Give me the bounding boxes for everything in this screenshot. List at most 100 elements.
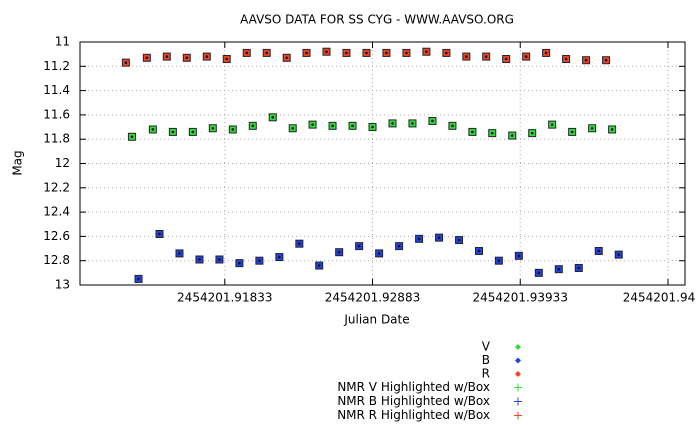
y-tick-label: 11 (55, 35, 70, 49)
point-dot (411, 122, 414, 125)
data-point (275, 253, 284, 262)
x-tick-label: 2454201.94 (623, 291, 696, 305)
y-tick-label: 12.2 (43, 180, 70, 194)
point-dot (445, 51, 448, 55)
point-dot (570, 130, 574, 134)
point-dot (337, 250, 341, 254)
point-dot (510, 134, 514, 137)
point-dot (537, 271, 541, 275)
point-dot (490, 131, 494, 135)
y-tick-label: 11.2 (43, 59, 70, 73)
data-point (442, 48, 451, 57)
legend-label: NMR R Highlighted w/Box (337, 408, 490, 422)
point-dot (211, 126, 215, 130)
data-point (522, 52, 531, 61)
data-point (554, 265, 563, 274)
data-point (462, 52, 471, 61)
legend-label: R (482, 367, 490, 381)
point-dot (524, 55, 528, 58)
data-point (202, 52, 211, 61)
legend-marker (514, 397, 522, 406)
data-point (195, 255, 204, 264)
data-point (222, 55, 231, 64)
data-point (455, 236, 464, 245)
data-point (182, 53, 191, 62)
data-point (155, 229, 164, 238)
legend-marker (514, 411, 522, 420)
data-point (428, 116, 437, 125)
point-dot (265, 51, 269, 55)
point-dot (385, 51, 388, 55)
data-point (602, 56, 611, 65)
data-point (228, 125, 237, 134)
data-point (248, 121, 257, 130)
point-dot (391, 122, 394, 125)
point-dot (577, 266, 581, 270)
data-point (388, 119, 397, 128)
point-dot (251, 124, 255, 128)
point-dot (325, 50, 328, 54)
data-point (574, 263, 583, 272)
y-tick-label: 11.6 (43, 107, 70, 121)
data-point (134, 274, 143, 283)
point-dot (218, 258, 221, 261)
point-dot (311, 123, 314, 126)
data-point (514, 251, 523, 260)
point-dot (431, 119, 434, 123)
point-dot (225, 57, 229, 61)
point-dot (584, 58, 588, 62)
data-point (322, 47, 331, 56)
point-dot (504, 57, 508, 61)
point-dot (137, 277, 140, 281)
point-dot (437, 236, 441, 239)
data-point (235, 259, 244, 268)
point-dot (231, 128, 235, 131)
point-dot (124, 61, 128, 64)
point-dot (171, 130, 175, 134)
data-point (368, 123, 377, 132)
data-point (534, 268, 543, 277)
point-dot (151, 128, 155, 131)
point-dot (457, 238, 461, 242)
point-dot (145, 56, 149, 60)
point-dot (331, 124, 334, 128)
data-point (582, 56, 591, 65)
legend-marker (514, 383, 522, 392)
data-point (208, 124, 217, 133)
legend-marker (515, 357, 521, 364)
point-dot (377, 252, 381, 255)
y-tick-label: 13 (55, 278, 70, 292)
data-point (395, 242, 404, 251)
data-point (142, 53, 151, 62)
y-tick-label: 11.8 (43, 132, 70, 146)
data-point (402, 48, 411, 57)
data-point (435, 233, 444, 242)
y-tick-label: 12.4 (43, 205, 70, 219)
data-point (308, 120, 317, 129)
data-point (502, 55, 511, 64)
x-tick-label: 2454201.92883 (325, 291, 420, 305)
data-point (242, 48, 251, 57)
point-dot (397, 244, 401, 248)
point-dot (245, 51, 249, 55)
point-dot (544, 51, 548, 55)
data-point (528, 129, 537, 138)
point-dot (371, 125, 374, 129)
point-dot (298, 242, 301, 245)
data-point (288, 124, 297, 133)
y-tick-label: 12 (55, 156, 70, 170)
legend-marker (515, 344, 521, 350)
point-dot (517, 254, 521, 258)
point-dot (305, 51, 308, 55)
data-point (494, 256, 503, 265)
data-point (408, 119, 417, 128)
data-point (568, 127, 577, 136)
point-dot (278, 255, 281, 259)
point-dot (484, 55, 488, 58)
point-dot (530, 131, 534, 135)
point-dot (477, 249, 481, 253)
point-dot (557, 267, 561, 271)
data-point (542, 48, 551, 57)
